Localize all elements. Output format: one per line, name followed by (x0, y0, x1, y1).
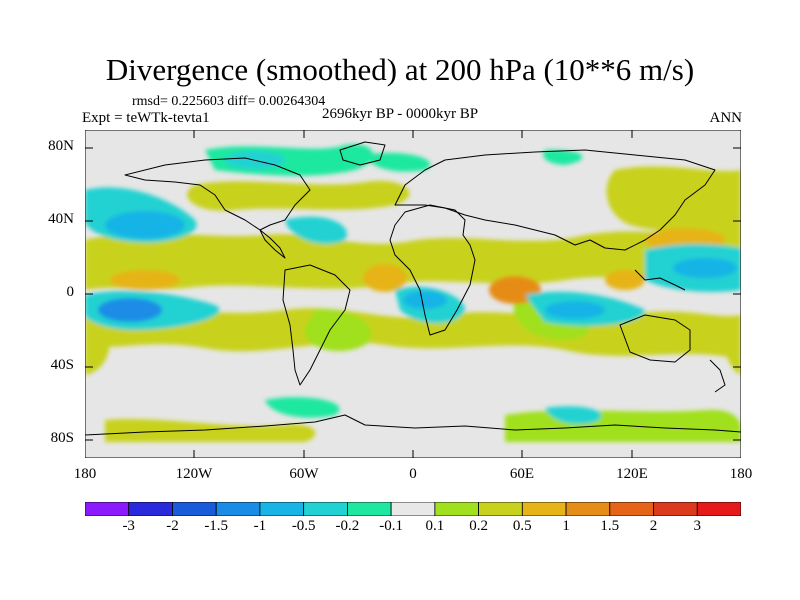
positive-patch-east-edge (723, 318, 741, 375)
season-label: ANN (709, 110, 743, 126)
colorbar (85, 502, 741, 516)
colorbar-box (215, 502, 261, 516)
greenland-outline (339, 141, 386, 166)
lat-label-80s: 80S (50, 430, 74, 446)
colorbar-label: 0.2 (469, 518, 488, 534)
colorbar-label: -1.5 (204, 518, 229, 534)
colorbar-box (653, 502, 698, 516)
colorbar-label: -0.1 (379, 518, 403, 534)
period-label: 2696kyr BP - 0000kyr BP (322, 106, 479, 122)
negative-core-east-atlantic (403, 291, 447, 309)
negative-area-south-atlantic (265, 397, 340, 418)
colorbar-label: -0.2 (335, 518, 360, 534)
north-america-outline (124, 157, 311, 259)
colorbar-label: -1 (253, 518, 267, 534)
axis-ticks (85, 130, 741, 458)
colorbar-label: 1 (562, 518, 570, 534)
positive-band-north-atlantic (187, 180, 410, 211)
positive-max-atlantic (363, 264, 407, 292)
lat-label-40n: 40N (48, 211, 74, 227)
colorbar-box (259, 502, 305, 516)
colorbar-label: 0.5 (512, 518, 532, 534)
experiment-label: Expt = teWTk-tevta1 (82, 110, 210, 126)
plot-title: Divergence (smoothed) at 200 hPa (10**6 … (105, 52, 695, 87)
colorbar-box (390, 502, 436, 516)
lon-label-60e: 60E (509, 466, 535, 482)
negative-area-caribbean (285, 216, 347, 244)
negative-core-indian-south (545, 301, 605, 319)
positive-patch-south-america (304, 309, 372, 352)
lon-label-120e: 120E (616, 466, 648, 482)
negative-core-south-pacific (98, 298, 162, 322)
lon-label-0: 0 (409, 466, 417, 482)
continent-outlines (85, 141, 741, 436)
colorbar-label: 1.5 (600, 518, 620, 534)
colorbar-label: -2 (166, 518, 179, 534)
colorbar-box (521, 502, 567, 516)
lon-label-180-east: 180 (729, 466, 753, 482)
africa-outline (389, 204, 476, 336)
lat-label-0: 0 (66, 284, 75, 300)
colorbar-label: -3 (122, 518, 135, 534)
colorbar-box (434, 502, 479, 516)
colorbar-box (609, 502, 654, 516)
colorbar-box (85, 502, 130, 516)
colorbar-box (303, 502, 348, 516)
colorbar-box (346, 502, 392, 516)
lat-label-40s: 40S (50, 357, 74, 373)
colorbar-box (696, 502, 741, 516)
colorbar-label: -0.5 (291, 518, 316, 534)
eurasia-outline (394, 149, 716, 251)
colorbar-box (128, 502, 173, 516)
stats-text: rmsd= 0.225603 diff= 0.00264304 (132, 94, 326, 109)
lon-label-60w: 60W (289, 466, 319, 482)
positive-patch-west-edge (85, 320, 110, 375)
colorbar-label: 2 (649, 518, 658, 534)
new-zealand-outline (709, 359, 726, 393)
colorbar-box (172, 502, 217, 516)
colorbar-box (478, 502, 523, 516)
negative-core-west-pacific (673, 258, 737, 278)
positive-band-tropics-north (85, 231, 741, 290)
antarctica-outline (85, 414, 741, 436)
world-map (85, 130, 741, 458)
colorbar-box (565, 502, 611, 516)
positive-band-antarctic-west (105, 418, 316, 442)
negative-area-siberia (543, 149, 583, 165)
maritime-continent-outline (634, 269, 686, 291)
positive-max-central-pacific (110, 270, 180, 290)
south-america-outline (282, 264, 351, 386)
colorbar-label: 3 (693, 518, 702, 534)
australia-outline (619, 314, 691, 363)
lon-label-120w: 120W (175, 466, 213, 482)
lon-label-180-west: 180 (73, 466, 97, 482)
colorbar-label: 0.1 (425, 518, 445, 534)
positive-band-northwest-pacific (606, 166, 741, 240)
negative-area-southern-ocean (545, 406, 602, 425)
negative-core-north-pacific (105, 211, 185, 239)
positive-max-maritime-continent (605, 270, 645, 290)
lat-label-80n: 80N (48, 138, 74, 154)
